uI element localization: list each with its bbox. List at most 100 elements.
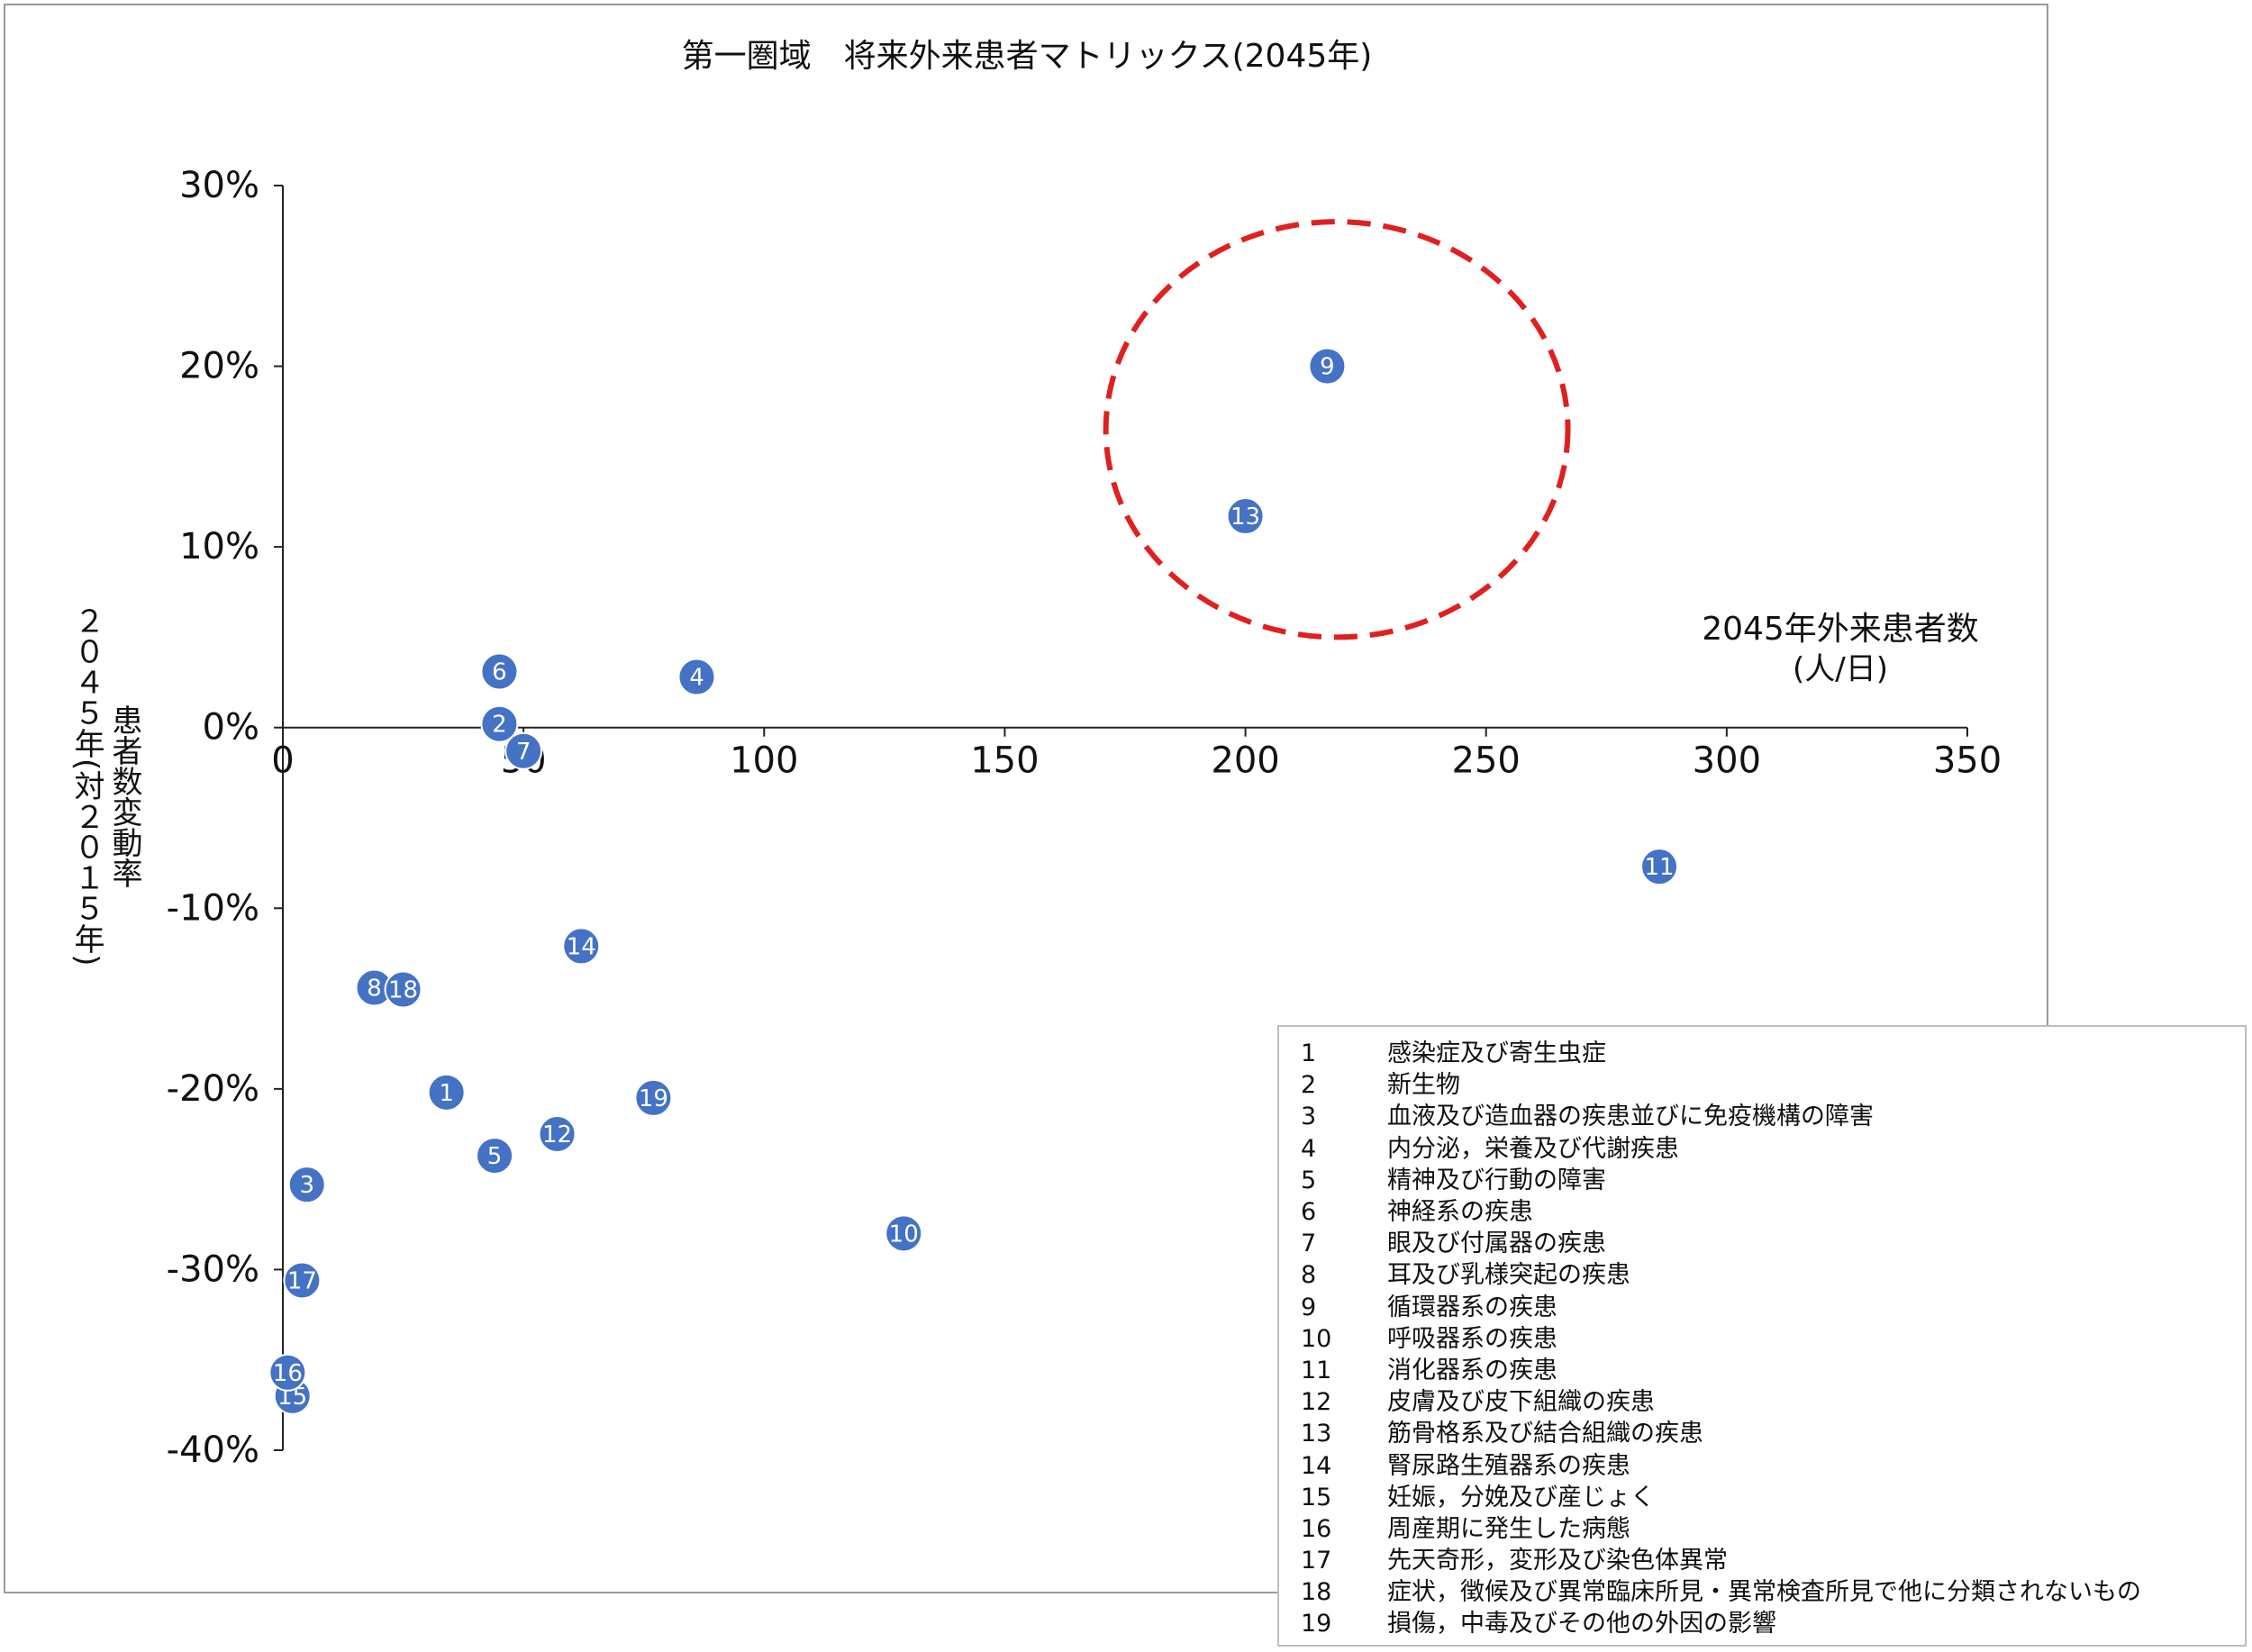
x-tick-label: 300 (1693, 740, 1761, 782)
point-label: 16 (273, 1360, 303, 1387)
legend-number: 3 (1301, 1103, 1317, 1131)
legend-label: 血液及び造血器の疾患並びに免疫機構の障害 (1387, 1103, 1874, 1131)
y-axis-label-line2: 患者数変動率 (106, 704, 142, 888)
y-tick-label: 0% (203, 707, 259, 749)
point-label: 17 (287, 1267, 317, 1294)
legend-item-19: 19 損傷，中毒及びその他の外因の影響 (1297, 1608, 2227, 1639)
data-point-12: 12 (538, 1115, 577, 1153)
highlight-layer (1103, 219, 1571, 640)
legend-number: 13 (1301, 1420, 1332, 1448)
legend-item-12: 12 皮膚及び皮下組織の疾患 (1297, 1386, 2227, 1418)
point-marker (427, 1073, 466, 1112)
x-axis-label-line1: 2045年外来患者数 (1702, 611, 1979, 648)
data-point-2: 2 (480, 704, 519, 743)
legend-item-15: 15 妊娠，分娩及び産じょく (1297, 1482, 2227, 1513)
legend-label: 筋骨格系及び結合組織の疾患 (1387, 1420, 1703, 1448)
x-tick-label: 150 (970, 740, 1039, 782)
point-marker (476, 1137, 514, 1175)
legend-item-5: 5 精神及び行動の障害 (1297, 1165, 2227, 1196)
y-tick-label: 30% (179, 165, 259, 206)
legend: 1 感染症及び寄生虫症 2 新生物 3 血液及び造血器の疾患並びに免疫機構の障害 4 内分泌，… (1277, 1025, 2247, 1647)
data-point-10: 10 (885, 1214, 923, 1253)
legend-number: 10 (1301, 1324, 1332, 1353)
point-marker (1308, 347, 1347, 386)
data-point-14: 14 (562, 927, 601, 966)
data-point-5: 5 (476, 1137, 514, 1175)
legend-label: 消化器系の疾患 (1387, 1356, 1557, 1384)
point-label: 9 (1320, 354, 1335, 381)
data-point-1: 1 (427, 1073, 466, 1112)
legend-label: 腎尿路生殖器系の疾患 (1387, 1451, 1630, 1480)
legend-item-4: 4 内分泌，栄養及び代謝疾患 (1297, 1133, 2227, 1165)
legend-item-10: 10 呼吸器系の疾患 (1297, 1323, 2227, 1355)
legend-number: 12 (1301, 1388, 1332, 1417)
point-marker (677, 658, 716, 696)
point-marker (480, 704, 519, 743)
data-point-7: 7 (504, 731, 543, 770)
legend-number: 17 (1301, 1547, 1332, 1575)
legend-number: 6 (1301, 1198, 1317, 1227)
y-tick-label: -30% (167, 1248, 259, 1290)
y-axis-label: ２０４５年(対２０１５年) 患者数変動率 (68, 605, 142, 1074)
x-tick-label: 100 (730, 740, 798, 782)
legend-number: 7 (1301, 1230, 1317, 1258)
y-tick-label: -20% (167, 1068, 259, 1110)
point-marker (268, 1353, 307, 1392)
legend-item-2: 2 新生物 (1297, 1069, 2227, 1101)
legend-label: 妊娠，分娩及び産じょく (1387, 1483, 1655, 1511)
x-tick-label: 250 (1452, 740, 1521, 782)
x-axis-label-line2: (人/日) (1793, 651, 1888, 687)
point-label: 12 (542, 1121, 572, 1148)
legend-item-16: 16 周産期に発生した病態 (1297, 1513, 2227, 1545)
legend-item-9: 9 循環器系の疾患 (1297, 1292, 2227, 1323)
legend-label: 症状，徴候及び異常臨床所見・異常検査所見で他に分類されないもの (1387, 1578, 2141, 1607)
legend-item-18: 18 症状，徴候及び異常臨床所見・異常検査所見で他に分類されないもの (1297, 1576, 2227, 1608)
point-label: 4 (689, 665, 704, 692)
legend-item-3: 3 血液及び造血器の疾患並びに免疫機構の障害 (1297, 1101, 2227, 1132)
y-tick-label: -40% (167, 1430, 259, 1471)
legend-label: 内分泌，栄養及び代謝疾患 (1387, 1134, 1679, 1163)
data-point-6: 6 (480, 652, 519, 691)
point-marker (1226, 497, 1265, 536)
chart-title: 第一圏域 将来外来患者マトリックス(2045年) (682, 38, 1373, 75)
legend-label: 眼及び付属器の疾患 (1387, 1230, 1606, 1258)
data-point-11: 11 (1640, 848, 1679, 886)
point-marker (384, 970, 422, 1009)
x-tick-label: 350 (1933, 740, 2002, 782)
point-marker (480, 652, 519, 691)
legend-item-17: 17 先天奇形，変形及び染色体異常 (1297, 1545, 2227, 1576)
ticks-layer: 05010015020025030035030%20%10%0%-10%-20%… (167, 165, 2002, 1471)
point-label: 11 (1645, 854, 1675, 881)
x-tick-label: 200 (1211, 740, 1279, 782)
legend-label: 先天奇形，変形及び染色体異常 (1387, 1547, 1728, 1575)
data-point-18: 18 (384, 970, 422, 1009)
legend-number: 19 (1301, 1610, 1332, 1638)
legend-number: 14 (1301, 1451, 1332, 1480)
data-point-17: 17 (283, 1261, 322, 1300)
legend-label: 循環器系の疾患 (1387, 1293, 1557, 1321)
legend-number: 18 (1301, 1578, 1332, 1607)
legend-label: 損傷，中毒及びその他の外因の影響 (1387, 1610, 1776, 1638)
legend-number: 16 (1301, 1514, 1332, 1543)
legend-item-14: 14 腎尿路生殖器系の疾患 (1297, 1449, 2227, 1481)
point-label: 3 (299, 1172, 314, 1199)
point-label: 5 (487, 1143, 503, 1170)
point-label: 1 (439, 1080, 454, 1107)
y-tick-label: 10% (179, 526, 259, 567)
point-marker (287, 1166, 326, 1204)
legend-item-6: 6 神経系の疾患 (1297, 1196, 2227, 1228)
point-marker (885, 1214, 923, 1253)
legend-number: 2 (1301, 1071, 1317, 1100)
point-marker (562, 927, 601, 966)
legend-label: 新生物 (1387, 1071, 1460, 1100)
point-label: 14 (567, 933, 596, 960)
legend-number: 5 (1301, 1166, 1317, 1194)
y-axis-label-line1: ２０４５年(対２０１５年) (68, 605, 104, 967)
data-point-19: 19 (634, 1078, 673, 1117)
legend-item-13: 13 筋骨格系及び結合組織の疾患 (1297, 1418, 2227, 1449)
point-marker (1640, 848, 1679, 886)
axes-layer (282, 186, 1967, 1450)
legend-number: 11 (1301, 1356, 1332, 1384)
legend-number: 9 (1301, 1293, 1317, 1321)
